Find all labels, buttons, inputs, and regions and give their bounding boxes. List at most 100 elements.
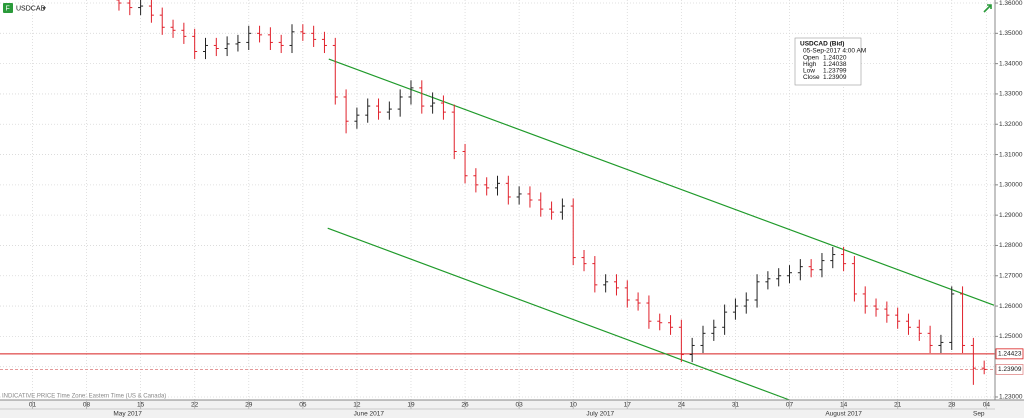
ohlc-bar — [116, 0, 122, 11]
symbol-dropdown[interactable] — [42, 7, 46, 10]
ohlc-bar — [516, 186, 522, 205]
x-tick-label: 26 — [461, 402, 469, 409]
ohlc-bar — [592, 256, 598, 293]
ohlc-bar — [559, 198, 565, 220]
month-label: June 2017 — [354, 411, 385, 418]
x-tick-label: 21 — [894, 402, 902, 409]
ohlc-bar — [257, 25, 263, 43]
expand-icon[interactable] — [983, 4, 992, 13]
ohlc-bar — [754, 274, 760, 308]
x-tick-label: 10 — [570, 402, 578, 409]
ohlc-bar — [462, 143, 468, 184]
x-tick-label: 12 — [353, 402, 361, 409]
ohlc-bar — [678, 319, 684, 363]
y-tick-label: 1.36000 — [999, 0, 1023, 7]
footnote: INDICATIVE PRICE Time Zone: Eastern Time… — [2, 394, 166, 400]
price-badge-label: 1.23909 — [998, 366, 1022, 373]
ohlc-bar — [949, 286, 955, 350]
ohlc-bar — [148, 0, 154, 23]
ohlc-bar — [981, 360, 987, 375]
ohlc-bar — [895, 307, 901, 329]
ohlc-bar — [765, 271, 771, 290]
ohlc-bar — [278, 34, 284, 54]
ohlc-bar — [127, 0, 133, 16]
y-tick-label: 1.25000 — [999, 333, 1023, 340]
x-tick-label: 15 — [137, 402, 145, 409]
y-tick-label: 1.35000 — [999, 30, 1023, 37]
y-tick-label: 1.32000 — [999, 121, 1023, 128]
x-tick-label: 19 — [407, 402, 415, 409]
y-tick-label: 1.28000 — [999, 242, 1023, 249]
ohlc-bar — [473, 168, 479, 193]
ohlc-bar — [732, 298, 738, 320]
ohlc-bar — [451, 104, 457, 160]
ohlc-bar — [289, 24, 295, 54]
grid — [0, 0, 995, 400]
y-tick-label: 1.29000 — [999, 212, 1023, 219]
ohlc-bar — [700, 325, 706, 354]
tooltip-title: USDCAD (Bid) — [800, 41, 844, 48]
tooltip-row-label: Low — [803, 68, 815, 75]
x-tick-label: 03 — [516, 402, 524, 409]
ohlc-bar — [927, 325, 933, 354]
ohlc-bar — [830, 246, 836, 269]
ohlc-bar — [581, 250, 587, 272]
ohlc-bar — [430, 92, 436, 114]
ohlc-bar — [970, 337, 976, 385]
y-tick-label: 1.33000 — [999, 91, 1023, 98]
price-badge — [995, 364, 1024, 375]
ohlc-bar — [386, 101, 392, 120]
x-tick-label: 14 — [840, 402, 848, 409]
ohlc-bar — [722, 304, 728, 335]
x-tick-label: 01 — [29, 402, 37, 409]
ohlc-bar — [311, 25, 317, 47]
ohlc-bar — [776, 268, 782, 287]
ohlc-bar — [657, 313, 663, 331]
ohlc-bar — [505, 175, 511, 205]
ohlc-bar — [343, 89, 349, 134]
tooltip: USDCAD (Bid) 05-Sep-2017 4:00 AM Open 1.2… — [794, 37, 866, 86]
ohlc-bar — [213, 37, 219, 57]
x-tick-label: 17 — [624, 402, 632, 409]
ohlc-bar — [224, 36, 230, 57]
trendline — [328, 58, 995, 306]
price-badge-label: 1.24423 — [998, 351, 1022, 358]
y-tick-label: 1.26000 — [999, 303, 1023, 310]
x-tick-label: 28 — [948, 402, 956, 409]
y-tick-label: 1.23000 — [999, 394, 1023, 401]
x-tick-label: 29 — [245, 402, 253, 409]
ohlc-bar — [808, 259, 814, 278]
x-tick-label: 07 — [786, 402, 794, 409]
ohlc-bar — [646, 295, 652, 329]
tooltip-box — [794, 37, 862, 86]
ohlc-bar — [905, 313, 911, 335]
ohlc-bar — [668, 315, 674, 335]
x-tick-label: 22 — [191, 402, 199, 409]
plot — [0, 0, 995, 401]
ohlc-bar — [613, 274, 619, 296]
ohlc-bar — [743, 292, 749, 314]
ohlc-bar — [170, 19, 176, 38]
y-tick-label: 1.34000 — [999, 60, 1023, 67]
trendline — [327, 227, 790, 401]
y-tick-label: 1.30000 — [999, 182, 1023, 189]
axes: 1.230001.240001.250001.260001.270001.280… — [29, 0, 1024, 418]
tooltip-row-label: Close — [803, 74, 820, 81]
symbol-name[interactable]: USDCAD — [16, 5, 46, 12]
ohlc-bar — [354, 107, 360, 129]
ohlc-bar — [873, 298, 879, 317]
ohlc-bar — [246, 25, 252, 50]
ohlc-bar — [819, 253, 825, 278]
price-badge — [995, 348, 1024, 360]
ohlc-bar — [624, 280, 630, 308]
ohlc-bar — [192, 28, 198, 60]
tooltip-row-value: 1.24038 — [823, 61, 847, 68]
tooltip-date: 05-Sep-2017 4:00 AM — [803, 48, 866, 55]
symbol-icon[interactable] — [3, 3, 13, 13]
ohlc-bar — [376, 98, 382, 120]
ohlc-bar — [689, 337, 695, 363]
ohlc-bar — [267, 27, 273, 50]
ohlc-bar — [851, 256, 857, 302]
